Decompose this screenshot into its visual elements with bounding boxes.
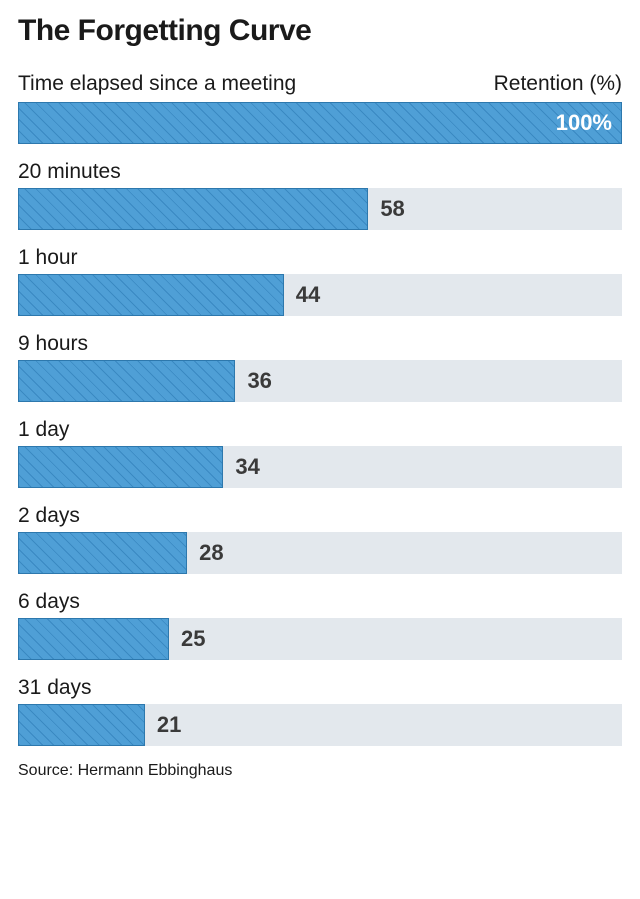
bar-hatch <box>19 705 144 745</box>
bar-hatch <box>19 447 222 487</box>
chart-title: The Forgetting Curve <box>18 14 622 48</box>
bar-fill <box>18 532 187 574</box>
bar-track: 100% <box>18 102 622 144</box>
value-label: 58 <box>380 196 404 222</box>
bar-hatch <box>19 361 234 401</box>
row-label: 31 days <box>18 676 622 700</box>
value-label: 21 <box>157 712 181 738</box>
chart-row: 31 days 21 <box>18 676 622 746</box>
chart-row: 20 minutes 58 <box>18 160 622 230</box>
bar-hatch <box>19 103 621 143</box>
value-label: 25 <box>181 626 205 652</box>
row-label: 6 days <box>18 590 622 614</box>
left-header: Time elapsed since a meeting <box>18 72 296 96</box>
chart-row: 1 hour 44 <box>18 246 622 316</box>
chart-header-row: Time elapsed since a meeting Retention (… <box>18 72 622 96</box>
bar-hatch <box>19 619 168 659</box>
bar-fill <box>18 446 223 488</box>
bar-fill <box>18 274 284 316</box>
chart-row: 9 hours 36 <box>18 332 622 402</box>
right-header: Retention (%) <box>494 72 622 96</box>
row-label: 1 hour <box>18 246 622 270</box>
bar-track: 36 <box>18 360 622 402</box>
row-label: 9 hours <box>18 332 622 356</box>
chart-row: 6 days 25 <box>18 590 622 660</box>
value-label: 44 <box>296 282 320 308</box>
bar-fill <box>18 102 622 144</box>
bar-fill <box>18 618 169 660</box>
value-label: 34 <box>235 454 259 480</box>
row-label: 1 day <box>18 418 622 442</box>
chart-row: 1 day 34 <box>18 418 622 488</box>
bar-track: 58 <box>18 188 622 230</box>
forgetting-curve-chart: The Forgetting Curve Time elapsed since … <box>0 0 640 790</box>
chart-rows: 100% 20 minutes 58 1 hour 44 9 hours 36 1 day 34… <box>18 102 622 746</box>
bar-fill <box>18 360 235 402</box>
value-label: 36 <box>247 368 271 394</box>
bar-track: 21 <box>18 704 622 746</box>
bar-track: 34 <box>18 446 622 488</box>
chart-row: 2 days 28 <box>18 504 622 574</box>
bar-fill <box>18 704 145 746</box>
row-label: 20 minutes <box>18 160 622 184</box>
bar-hatch <box>19 275 283 315</box>
bar-hatch <box>19 189 367 229</box>
chart-source: Source: Hermann Ebbinghaus <box>18 762 622 780</box>
bar-track: 28 <box>18 532 622 574</box>
value-label: 100% <box>556 110 612 136</box>
bar-fill <box>18 188 368 230</box>
row-label: 2 days <box>18 504 622 528</box>
bar-track: 25 <box>18 618 622 660</box>
value-label: 28 <box>199 540 223 566</box>
chart-row: 100% <box>18 102 622 144</box>
bar-hatch <box>19 533 186 573</box>
bar-track: 44 <box>18 274 622 316</box>
